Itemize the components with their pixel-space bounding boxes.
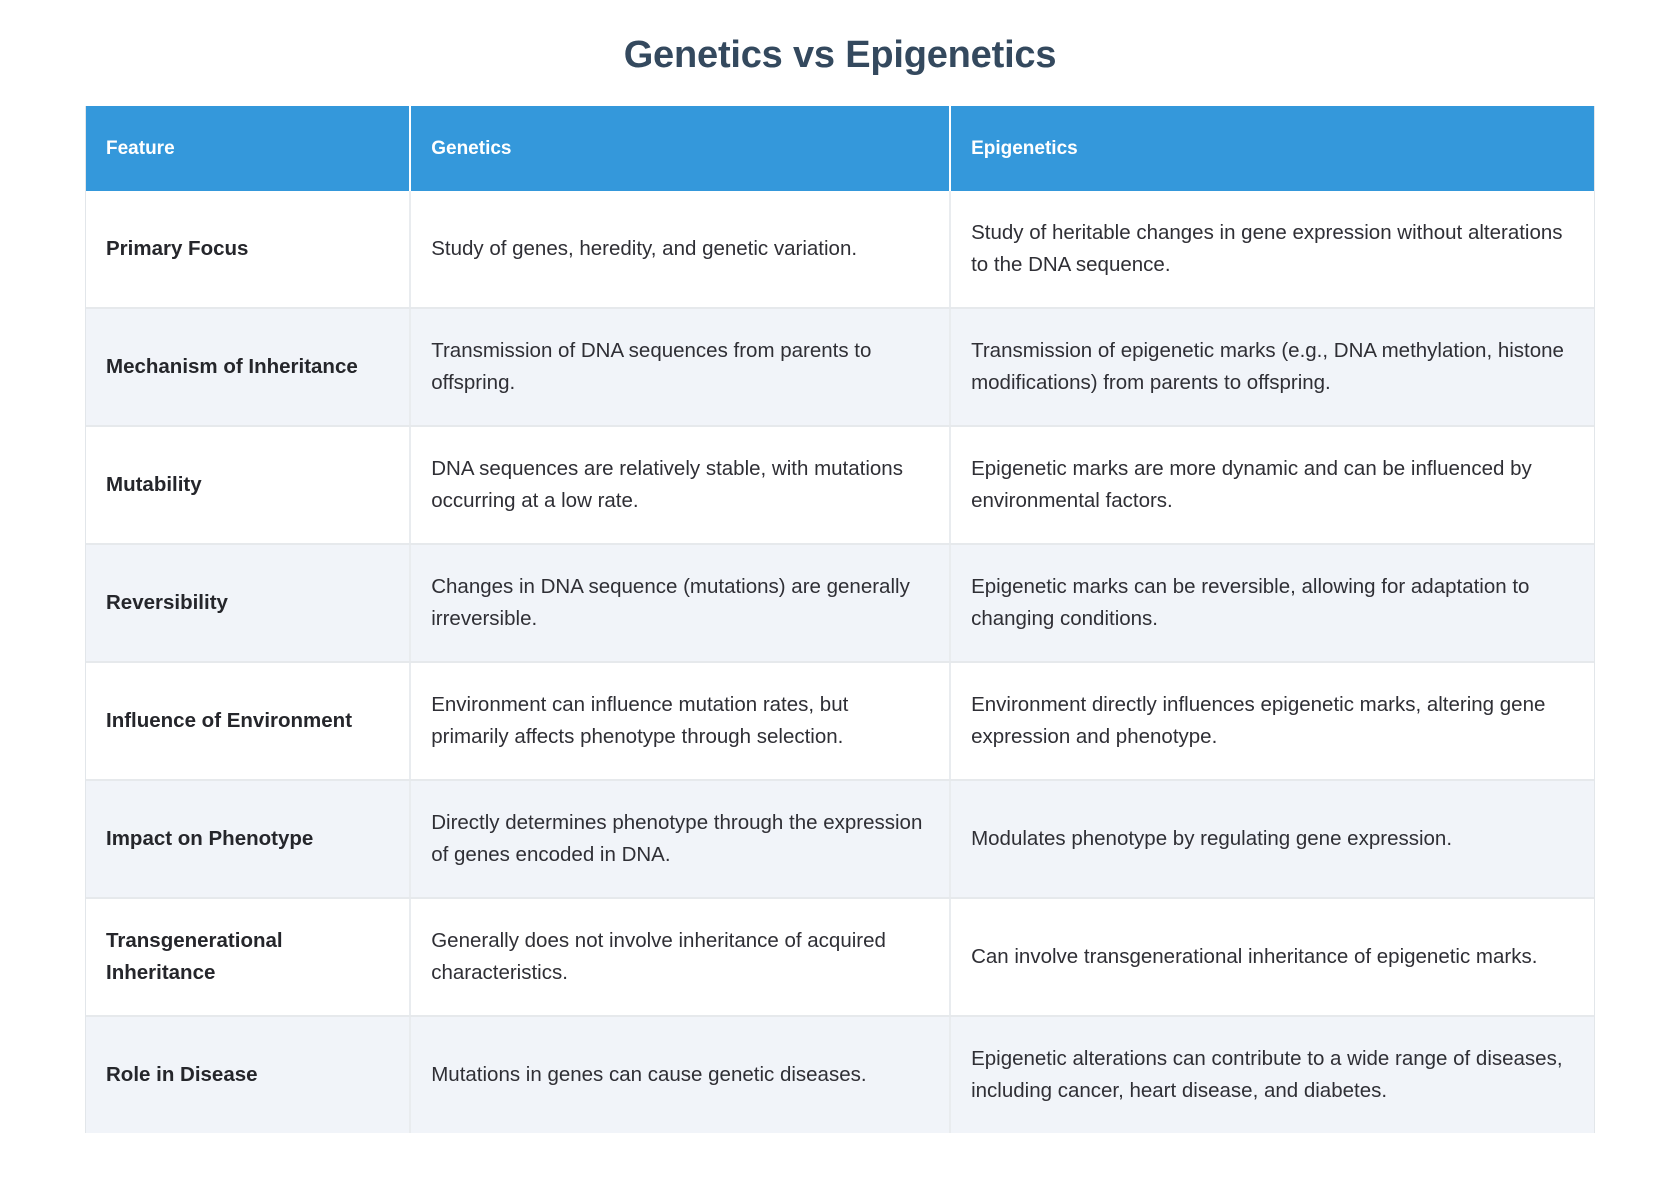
table-row: Impact on Phenotype Directly determines p… (86, 780, 1594, 900)
table-row: Influence of Environment Environment can … (86, 662, 1594, 782)
table-cell-feature: Role in Disease (86, 1015, 412, 1133)
table-row: Mutability DNA sequences are relatively s… (86, 426, 1594, 546)
table-cell-feature: Influence of Environment (86, 662, 412, 782)
table-cell-genetics: Transmission of DNA sequences from paren… (410, 308, 952, 428)
column-header-feature: Feature (86, 105, 412, 192)
table-header-row: Feature Genetics Epigenetics (86, 105, 1594, 192)
table-body: Primary Focus Study of genes, heredity, a… (86, 191, 1594, 1133)
table-cell-feature: Mutability (86, 426, 412, 546)
table-row: Primary Focus Study of genes, heredity, a… (86, 191, 1594, 310)
table-cell-feature: Reversibility (86, 544, 412, 664)
table-cell-feature: Transgenerational Inheritance (86, 898, 412, 1017)
table-cell-feature: Impact on Phenotype (86, 780, 412, 900)
table-cell-genetics: Directly determines phenotype through th… (410, 780, 952, 900)
table-cell-feature: Mechanism of Inheritance (86, 308, 412, 428)
table-cell-genetics: Changes in DNA sequence (mutations) are … (410, 544, 952, 664)
table-row: Mechanism of Inheritance Transmission of … (86, 308, 1594, 428)
table-cell-genetics: Generally does not involve inheritance o… (410, 898, 952, 1017)
comparison-table-container: Feature Genetics Epigenetics Primary Foc… (85, 105, 1595, 1133)
table-cell-genetics: Environment can influence mutation rates… (410, 662, 952, 782)
table-row: Reversibility Changes in DNA sequence (mu… (86, 544, 1594, 664)
table-cell-genetics: Mutations in genes can cause genetic dis… (410, 1015, 952, 1133)
comparison-table: Feature Genetics Epigenetics Primary Foc… (86, 105, 1594, 1133)
table-cell-feature: Primary Focus (86, 191, 412, 310)
table-cell-epigenetics: Can involve transgenerational inheritanc… (950, 898, 1594, 1017)
table-cell-genetics: Study of genes, heredity, and genetic va… (410, 191, 952, 310)
table-row: Transgenerational Inheritance Generally d… (86, 898, 1594, 1017)
column-header-genetics: Genetics (410, 105, 952, 192)
table-cell-epigenetics: Epigenetic marks can be reversible, allo… (950, 544, 1594, 664)
table-row: Role in Disease Mutations in genes can ca… (86, 1015, 1594, 1133)
table-cell-epigenetics: Epigenetic alterations can contribute to… (950, 1015, 1594, 1133)
table-cell-epigenetics: Modulates phenotype by regulating gene e… (950, 780, 1594, 900)
table-cell-genetics: DNA sequences are relatively stable, wit… (410, 426, 952, 546)
table-cell-epigenetics: Environment directly influences epigenet… (950, 662, 1594, 782)
table-cell-epigenetics: Study of heritable changes in gene expre… (950, 191, 1594, 310)
page-title: Genetics vs Epigenetics (623, 34, 1057, 76)
table-header: Feature Genetics Epigenetics (86, 105, 1594, 192)
table-cell-epigenetics: Epigenetic marks are more dynamic and ca… (950, 426, 1594, 546)
table-cell-epigenetics: Transmission of epigenetic marks (e.g., … (950, 308, 1594, 428)
column-header-epigenetics: Epigenetics (950, 105, 1594, 192)
